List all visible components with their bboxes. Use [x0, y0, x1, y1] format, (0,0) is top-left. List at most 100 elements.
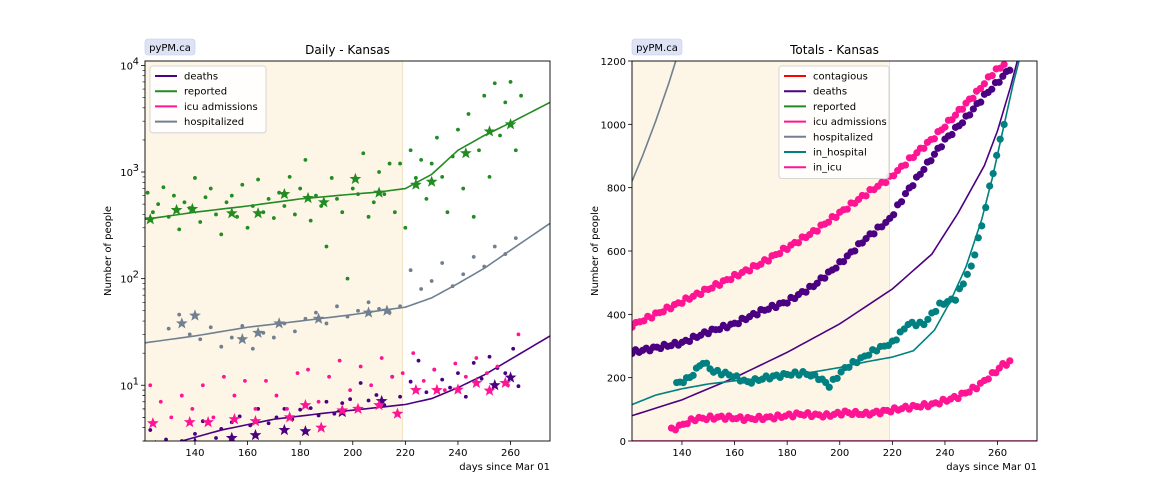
- data-point: [482, 264, 487, 269]
- data-point: [366, 300, 371, 305]
- data-point: [503, 252, 508, 256]
- data-point: [941, 123, 949, 131]
- star-point: [299, 425, 312, 437]
- data-point: [958, 119, 967, 127]
- data-point: [413, 176, 418, 180]
- data-point: [492, 244, 497, 249]
- data-point: [702, 359, 711, 367]
- y-tick-label: 600: [607, 247, 626, 258]
- data-point: [951, 111, 960, 119]
- data-point: [274, 393, 279, 398]
- data-point: [361, 151, 366, 156]
- data-point: [329, 176, 334, 180]
- star-point: [225, 431, 238, 441]
- data-point: [229, 193, 234, 198]
- data-point: [853, 359, 861, 367]
- y-tick-label: 10: [120, 61, 133, 72]
- data-point: [411, 351, 416, 356]
- data-point: [419, 157, 424, 162]
- data-point: [293, 212, 297, 217]
- data-point: [240, 182, 245, 187]
- star-point: [146, 417, 159, 429]
- y-tick-label: 800: [607, 184, 626, 195]
- series-line: [178, 335, 550, 441]
- data-point: [403, 225, 408, 230]
- star-point: [499, 376, 512, 389]
- data-point: [356, 308, 360, 313]
- data-point: [387, 161, 392, 166]
- star-point: [317, 196, 330, 208]
- watermark-badge: [144, 38, 196, 56]
- x-tick-label: 180: [778, 448, 797, 459]
- data-point: [429, 279, 434, 283]
- legend-entry: contagious: [813, 72, 868, 83]
- star-point: [249, 415, 262, 427]
- data-point: [256, 177, 260, 182]
- star-point: [273, 317, 286, 329]
- data-point: [511, 346, 516, 351]
- chart-title: Daily - Kansas: [305, 43, 390, 57]
- data-point: [982, 203, 990, 212]
- data-point: [516, 384, 521, 389]
- data-point: [734, 320, 742, 328]
- data-point: [1006, 66, 1014, 74]
- x-tick-label: 220: [883, 448, 902, 459]
- data-point: [986, 182, 994, 190]
- data-point: [988, 71, 996, 80]
- star-point: [175, 317, 188, 329]
- data-point: [966, 111, 974, 119]
- data-point: [261, 210, 266, 215]
- x-tick-label: 240: [448, 448, 467, 459]
- star-point: [483, 125, 496, 137]
- data-point: [166, 326, 171, 331]
- data-point: [1006, 357, 1014, 365]
- data-point: [937, 143, 946, 151]
- data-point: [256, 407, 260, 411]
- star-point: [202, 416, 215, 428]
- data-point: [424, 390, 429, 395]
- data-point: [348, 397, 353, 402]
- data-point: [177, 227, 182, 232]
- data-point: [813, 227, 821, 235]
- star-point: [409, 178, 422, 190]
- data-point: [802, 288, 810, 296]
- data-point: [295, 371, 300, 376]
- data-point: [211, 415, 216, 420]
- data-point: [214, 436, 218, 440]
- data-point: [442, 388, 447, 393]
- star-point: [189, 436, 201, 441]
- legend-entry: in_icu: [813, 163, 842, 174]
- data-point: [839, 258, 848, 266]
- star-point: [470, 376, 483, 389]
- data-point: [382, 192, 387, 197]
- data-point: [308, 218, 313, 223]
- data-point: [508, 80, 513, 84]
- data-point: [901, 161, 910, 169]
- star-point: [249, 429, 262, 441]
- legend-entry: reported: [813, 102, 856, 113]
- data-point: [398, 304, 402, 309]
- data-point: [927, 157, 935, 165]
- star-point: [299, 399, 312, 411]
- data-point: [303, 157, 308, 162]
- data-point: [958, 105, 967, 113]
- data-point: [324, 321, 329, 326]
- legend-entry: hospitalized: [813, 132, 873, 143]
- data-point: [324, 399, 329, 404]
- star-point: [504, 371, 517, 383]
- data-point: [348, 388, 353, 393]
- data-point: [909, 182, 917, 190]
- series-reported: [145, 80, 550, 281]
- data-point: [424, 196, 429, 201]
- data-point: [920, 144, 928, 152]
- data-point: [190, 407, 195, 411]
- x-tick-label: 180: [291, 448, 310, 459]
- x-tick-label: 200: [830, 448, 849, 459]
- data-point: [219, 426, 224, 431]
- data-point: [920, 165, 928, 174]
- data-point: [450, 284, 455, 289]
- star-point: [252, 207, 264, 219]
- data-point: [161, 185, 166, 190]
- data-point: [390, 374, 395, 379]
- data-point: [955, 285, 964, 293]
